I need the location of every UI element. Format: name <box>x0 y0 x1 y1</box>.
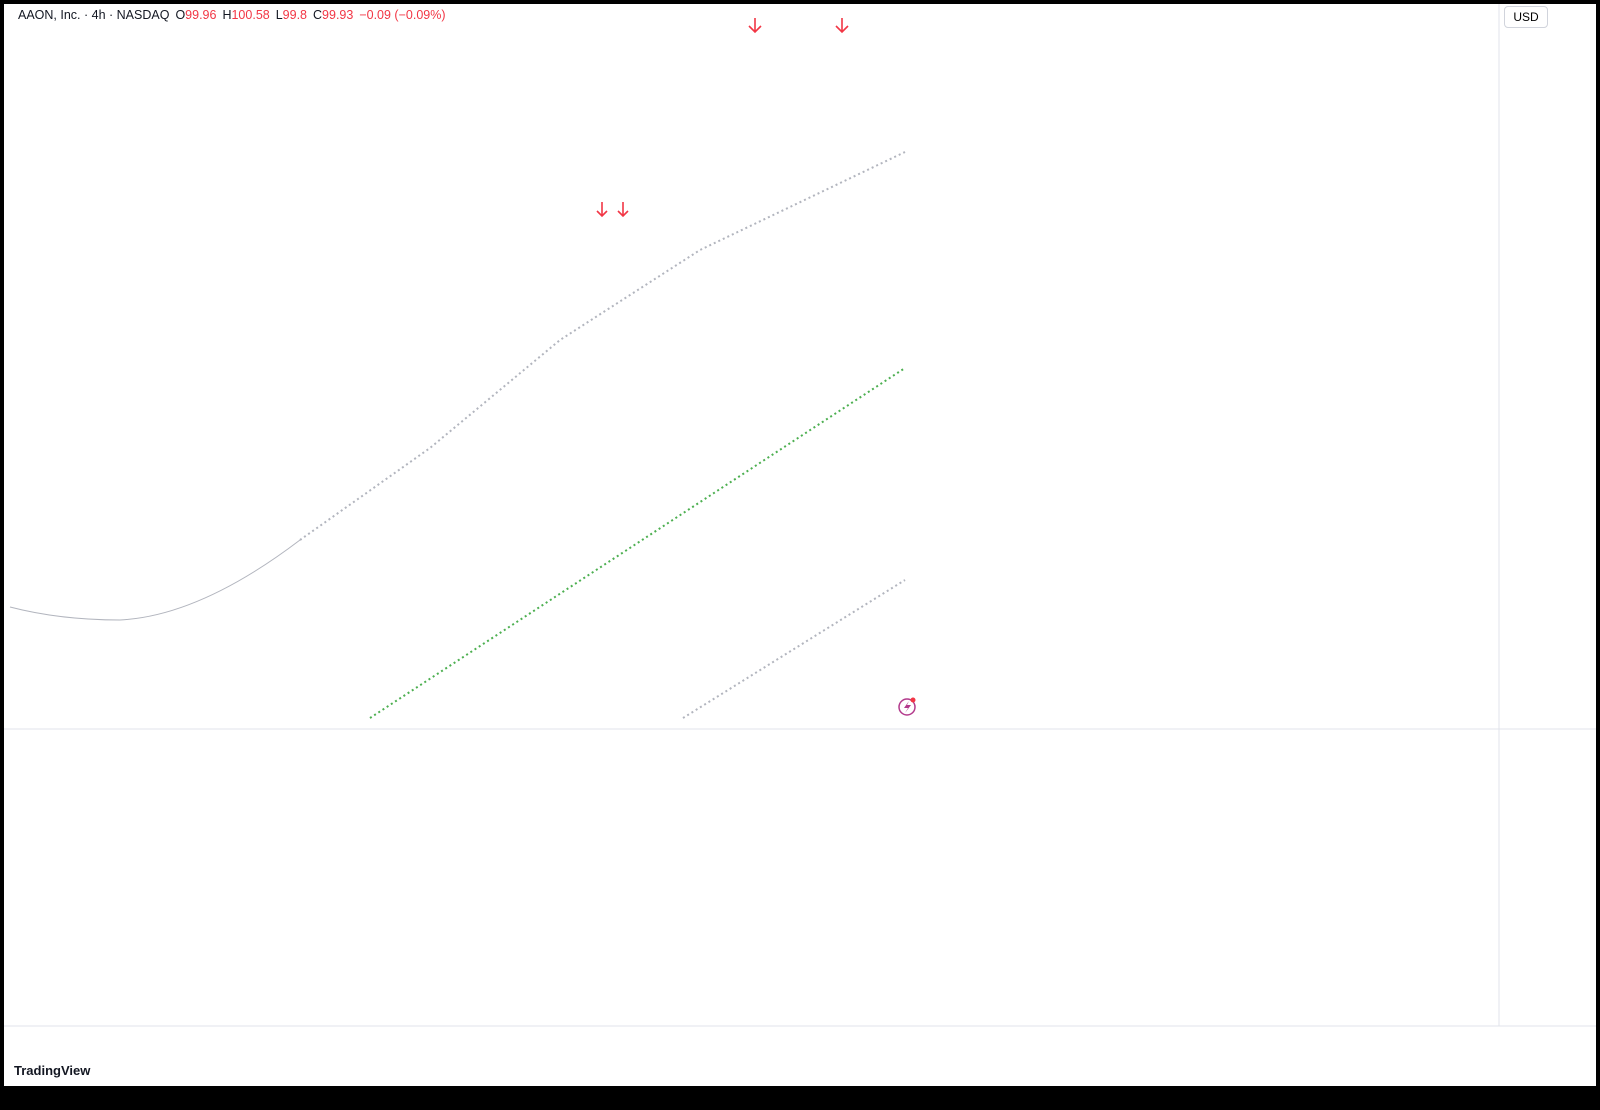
o-value: 99.96 <box>185 8 217 22</box>
arrow <box>835 18 849 34</box>
c-label: C <box>313 8 323 22</box>
change: −0.09 (−0.09%) <box>359 8 446 22</box>
currency-button[interactable]: USD <box>1504 6 1548 28</box>
l-value: 99.8 <box>282 8 308 22</box>
symbol-title: AAON, Inc. · 4h · NASDAQ <box>18 8 170 22</box>
trend-curve <box>9 539 301 621</box>
event-dot <box>910 697 916 703</box>
trend-mid <box>369 367 906 719</box>
arrow <box>748 18 762 34</box>
overlay <box>4 4 1596 1027</box>
arrow <box>596 202 608 218</box>
indicator-lines <box>9 151 906 719</box>
o-label: O <box>175 8 186 22</box>
trend-lower <box>682 579 906 719</box>
h-value: 100.58 <box>231 8 270 22</box>
canvas <box>4 4 1596 1086</box>
signal-arrows <box>596 18 849 218</box>
arrow <box>617 202 629 218</box>
event-bolt <box>904 701 911 713</box>
c-value: 99.93 <box>322 8 354 22</box>
h-label: H <box>222 8 232 22</box>
brand: TradingView <box>14 1063 91 1078</box>
header: AAON, Inc. · 4h · NASDAQ O99.96 H100.58 L99… <box>18 8 452 22</box>
trend-upper <box>299 151 906 541</box>
l-label: L <box>275 8 283 22</box>
